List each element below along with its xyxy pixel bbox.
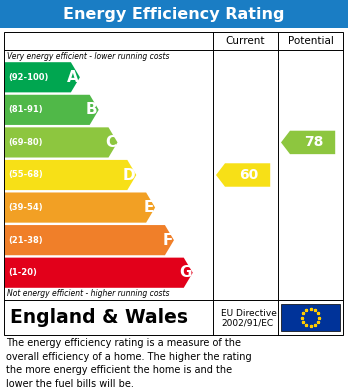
Polygon shape <box>4 192 155 222</box>
Text: EU Directive: EU Directive <box>221 309 277 318</box>
Bar <box>4 32 343 335</box>
Text: E: E <box>144 200 154 215</box>
Text: (39-54): (39-54) <box>8 203 42 212</box>
Text: G: G <box>179 265 192 280</box>
Polygon shape <box>216 163 270 187</box>
Bar <box>0 0 348 28</box>
Text: C: C <box>105 135 117 150</box>
Polygon shape <box>4 95 99 125</box>
Polygon shape <box>4 127 118 158</box>
Text: Not energy efficient - higher running costs: Not energy efficient - higher running co… <box>7 289 169 298</box>
Text: Energy Efficiency Rating: Energy Efficiency Rating <box>63 7 285 22</box>
Text: Potential: Potential <box>287 36 333 46</box>
Text: Very energy efficient - lower running costs: Very energy efficient - lower running co… <box>7 52 169 61</box>
Text: A: A <box>67 70 79 85</box>
Text: England & Wales: England & Wales <box>10 308 188 327</box>
Text: The energy efficiency rating is a measure of the
overall efficiency of a home. T: The energy efficiency rating is a measur… <box>6 338 252 389</box>
Polygon shape <box>4 160 136 190</box>
Text: 78: 78 <box>304 135 323 149</box>
Polygon shape <box>4 258 193 288</box>
Text: (21-38): (21-38) <box>8 236 42 245</box>
Text: 60: 60 <box>239 168 258 182</box>
Text: B: B <box>86 102 98 117</box>
Bar <box>281 304 340 331</box>
Text: (69-80): (69-80) <box>8 138 42 147</box>
Polygon shape <box>4 225 174 255</box>
Text: (1-20): (1-20) <box>8 268 37 277</box>
Text: D: D <box>123 167 135 183</box>
Text: 2002/91/EC: 2002/91/EC <box>221 318 273 327</box>
Text: (92-100): (92-100) <box>8 73 48 82</box>
Text: (55-68): (55-68) <box>8 170 43 179</box>
Text: F: F <box>163 233 173 248</box>
Text: (81-91): (81-91) <box>8 105 42 114</box>
Polygon shape <box>4 62 80 92</box>
Polygon shape <box>281 131 335 154</box>
Text: Current: Current <box>226 36 265 46</box>
